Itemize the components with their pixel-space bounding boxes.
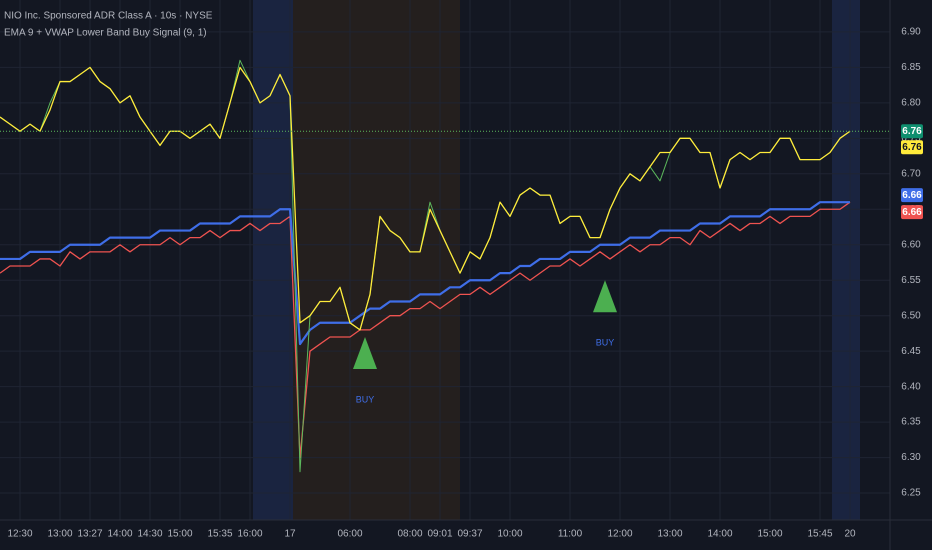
x-tick-label: 13:00 [657,529,682,540]
series-line [0,66,851,331]
y-tick-label: 6.40 [901,381,921,392]
x-tick-label: 15:35 [207,529,232,540]
last-value-box [901,188,923,203]
y-tick-label: 6.85 [901,62,921,73]
y-tick-label: 6.30 [901,452,921,463]
x-tick-label: 15:45 [807,529,832,540]
last-value-label: 6.66 [902,207,922,218]
last-value-label: 6.76 [902,142,922,153]
x-tick-label: 06:00 [337,529,362,540]
x-tick-label: 09:01 [427,529,452,540]
session-shade [832,0,860,520]
x-tick-label: 20 [844,529,856,540]
last-value-label: 6.66 [902,190,922,201]
y-tick-label: 6.60 [901,239,921,250]
x-tick-label: 09:37 [457,529,482,540]
last-value-box [901,124,923,139]
x-tick-label: 10:00 [497,529,522,540]
chart-title: NIO Inc. Sponsored ADR Class A · 10s · N… [4,11,213,22]
x-tick-label: 15:00 [167,529,192,540]
y-tick-label: 6.45 [901,346,921,357]
y-tick-label: 6.70 [901,168,921,179]
grid [0,0,890,520]
last-value-box [901,140,923,155]
y-tick-label: 6.55 [901,275,921,286]
x-tick-label: 14:30 [137,529,162,540]
y-tick-label: 6.75 [901,133,921,144]
x-tick-label: 14:00 [707,529,732,540]
x-tick-label: 14:00 [107,529,132,540]
x-tick-label: 15:00 [757,529,782,540]
x-tick-label: 16:00 [237,529,262,540]
y-tick-label: 6.35 [901,417,921,428]
session-shade [253,0,293,520]
buy-signal [593,280,617,313]
chart-subtitle: EMA 9 + VWAP Lower Band Buy Signal (9, 1… [4,28,207,39]
buy-signal [353,336,377,369]
y-tick-label: 6.25 [901,488,921,499]
buy-label: BUY [596,338,615,348]
x-tick-label: 17 [284,529,296,540]
last-value-label: 6.76 [902,126,922,137]
buy-label: BUY [356,394,375,404]
session-shade [293,0,460,520]
x-tick-label: 11:00 [558,529,583,540]
y-tick-label: 6.90 [901,27,921,38]
x-tick-label: 13:00 [47,529,72,540]
x-tick-label: 12:30 [7,529,32,540]
axis-labels: 6.256.306.356.406.456.506.556.606.656.70… [7,27,923,540]
last-value-box [901,205,923,220]
x-tick-label: 13:27 [77,529,102,540]
series-line [0,201,850,346]
series-line [0,201,851,459]
y-tick-label: 6.50 [901,310,921,321]
x-tick-label: 12:00 [607,529,632,540]
x-tick-label: 08:00 [397,529,422,540]
y-tick-label: 6.80 [901,98,921,109]
plot: BUY BUY [0,59,890,473]
